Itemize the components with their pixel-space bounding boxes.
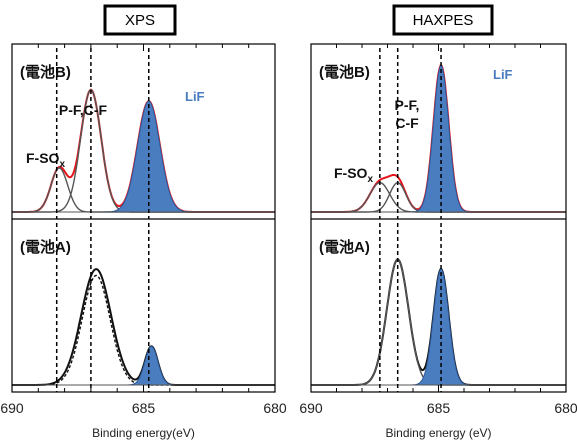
x-tick-label: 685	[427, 400, 451, 416]
panel-1: (電池A)	[311, 223, 566, 392]
series-filled-peak	[311, 64, 566, 213]
series-filled-peak	[12, 345, 275, 386]
chart-0: XPS (電池B) P-F,C-F F-SOx LiF (電池A) 690 685 680 Bin…	[0, 4, 287, 440]
panel-label: (電池B)	[20, 63, 71, 81]
x-tick-label: 680	[263, 400, 287, 416]
peak-annotation: LiF	[493, 67, 513, 82]
peak-annotation: P-F,	[395, 97, 420, 113]
x-axis-label: Binding energy (eV)	[385, 426, 491, 440]
peak-annotation: P-F,C-F	[59, 102, 108, 118]
panel-label: (電池A)	[20, 238, 71, 256]
chart-title: HAXPES	[413, 12, 474, 29]
chart-title-box	[103, 4, 177, 36]
series-filled-peak	[311, 268, 566, 386]
panel-label: (電池A)	[319, 238, 370, 256]
chart-1: HAXPES (電池B) P-F, C-F F-SOx LiF (電池A) 690 685 680…	[299, 4, 577, 440]
annotation-text: P-F,	[395, 97, 420, 113]
annotation-text: F-SO	[26, 150, 60, 166]
x-axis-ticks: 690 685 680	[299, 44, 577, 416]
annotation-subscript: x	[367, 174, 373, 185]
chart-title: XPS	[125, 12, 155, 29]
annotation-text: LiF	[185, 89, 205, 104]
chart-title-box	[392, 4, 494, 36]
x-tick-label: 685	[132, 400, 156, 416]
x-axis-label: Binding energy(eV)	[92, 426, 195, 440]
x-tick-label: 690	[0, 400, 24, 416]
peak-annotation: C-F	[395, 115, 419, 131]
x-tick-label: 690	[299, 400, 323, 416]
panel-0: (電池B) P-F,C-F F-SOx LiF	[12, 48, 275, 219]
x-tick-label: 680	[554, 400, 577, 416]
panel-label: (電池B)	[319, 63, 370, 81]
annotation-text: F-SO	[334, 165, 368, 181]
plot-frame	[11, 43, 276, 393]
panel-1: (電池A)	[12, 223, 275, 392]
panel-0: (電池B) P-F, C-F F-SOx LiF	[311, 48, 566, 219]
annotation-subscript: x	[59, 159, 65, 170]
peak-annotation: LiF	[185, 89, 205, 104]
annotation-text: P-F,C-F	[59, 102, 108, 118]
peak-annotation: F-SOx	[26, 150, 65, 170]
x-axis-ticks: 690 685 680	[0, 44, 287, 416]
peak-annotation: F-SOx	[334, 165, 373, 185]
annotation-text: LiF	[493, 67, 513, 82]
annotation-text: C-F	[395, 115, 419, 131]
